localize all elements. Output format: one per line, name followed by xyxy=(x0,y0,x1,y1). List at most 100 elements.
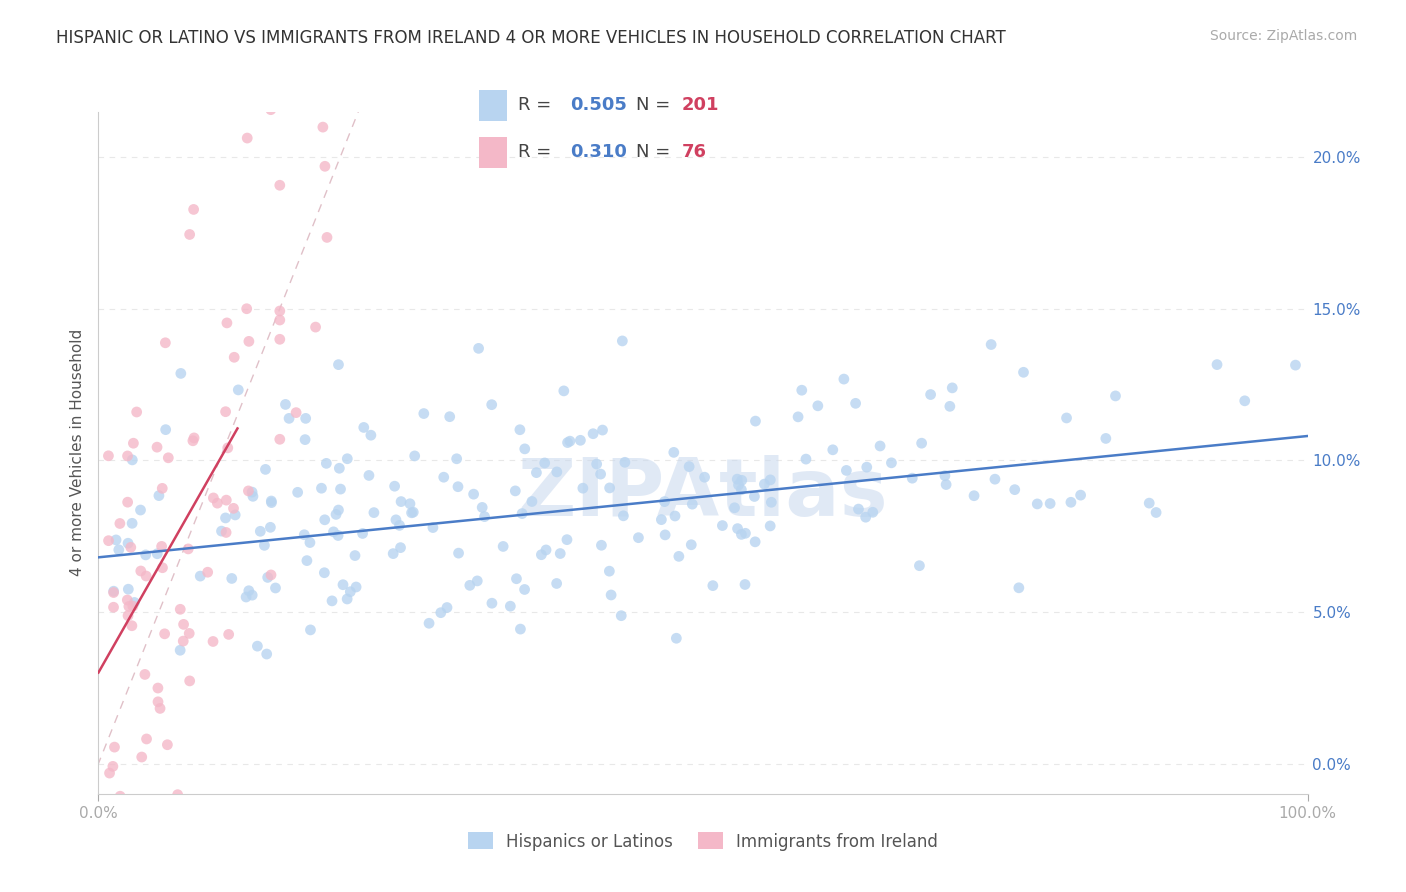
Point xyxy=(412,407,434,421)
Point xyxy=(179,673,201,688)
Point xyxy=(744,490,766,504)
Point xyxy=(509,622,531,636)
Point xyxy=(108,789,131,804)
Point xyxy=(901,471,924,485)
Point xyxy=(121,516,143,531)
Point xyxy=(727,522,749,536)
Point xyxy=(312,120,335,135)
Point xyxy=(463,487,485,501)
Point xyxy=(117,582,139,597)
Point xyxy=(855,460,877,475)
Point xyxy=(221,571,243,585)
Point xyxy=(526,466,548,480)
Point xyxy=(315,456,337,470)
Point xyxy=(314,513,336,527)
Point xyxy=(404,449,426,463)
Point xyxy=(582,426,605,441)
Point xyxy=(505,483,527,498)
Point xyxy=(222,501,245,516)
Legend: Hispanics or Latinos, Immigrants from Ireland: Hispanics or Latinos, Immigrants from Ir… xyxy=(461,826,945,857)
Point xyxy=(148,489,170,503)
Point xyxy=(294,411,316,425)
Point xyxy=(236,131,259,145)
Point xyxy=(352,526,374,541)
Text: ZIPAtlas: ZIPAtlas xyxy=(517,455,889,533)
Point xyxy=(731,473,754,487)
Point xyxy=(446,451,468,466)
Point xyxy=(821,442,844,457)
Point xyxy=(513,582,536,597)
Point xyxy=(304,320,326,334)
Text: 201: 201 xyxy=(682,96,720,114)
Point xyxy=(744,414,766,428)
Point xyxy=(474,509,496,524)
Point xyxy=(253,538,276,552)
Point xyxy=(401,506,423,520)
Point xyxy=(329,482,352,496)
Point xyxy=(555,533,578,547)
Point xyxy=(1137,496,1160,510)
Point xyxy=(328,358,350,372)
Point xyxy=(292,527,315,541)
Text: Source: ZipAtlas.com: Source: ZipAtlas.com xyxy=(1209,29,1357,43)
Point xyxy=(107,542,129,557)
Point xyxy=(613,455,636,469)
Point xyxy=(260,495,283,509)
Point xyxy=(845,396,868,410)
Point xyxy=(122,436,145,450)
Point xyxy=(129,503,152,517)
Point xyxy=(285,406,308,420)
Point xyxy=(557,435,579,450)
Point xyxy=(181,434,204,448)
Point xyxy=(920,387,942,401)
Point xyxy=(117,608,139,623)
Point xyxy=(207,496,229,510)
Point xyxy=(402,505,425,519)
Point xyxy=(97,449,120,463)
Point xyxy=(344,580,367,594)
Point xyxy=(510,507,533,521)
Point xyxy=(332,578,354,592)
Point xyxy=(711,518,734,533)
Point xyxy=(388,518,411,533)
Point xyxy=(600,588,623,602)
Point xyxy=(533,456,555,470)
Point xyxy=(269,178,291,193)
Point xyxy=(1012,365,1035,379)
Point xyxy=(150,481,173,495)
Point xyxy=(357,468,380,483)
Point xyxy=(177,541,200,556)
Text: 0.310: 0.310 xyxy=(569,144,627,161)
Point xyxy=(316,230,339,244)
Point xyxy=(569,434,592,448)
Point xyxy=(155,335,177,350)
Point xyxy=(654,528,676,542)
Point xyxy=(153,627,176,641)
Point xyxy=(436,600,458,615)
Point xyxy=(117,449,139,463)
Point xyxy=(117,495,139,509)
Point xyxy=(385,513,408,527)
Point xyxy=(179,227,201,242)
Point xyxy=(322,524,344,539)
Point xyxy=(135,731,157,746)
Point xyxy=(880,456,903,470)
Point xyxy=(422,520,444,534)
Point xyxy=(339,584,361,599)
Point xyxy=(1233,393,1256,408)
Point xyxy=(744,534,766,549)
Point xyxy=(336,591,359,606)
Point xyxy=(131,750,153,764)
Point xyxy=(246,639,269,653)
Point xyxy=(294,433,316,447)
Point xyxy=(1206,358,1229,372)
Point xyxy=(610,608,633,623)
Point xyxy=(591,538,613,552)
Point xyxy=(360,428,382,442)
Point xyxy=(654,494,676,508)
Point xyxy=(117,536,139,550)
Point xyxy=(235,301,257,316)
Point xyxy=(183,431,205,445)
Point xyxy=(1144,506,1167,520)
Point xyxy=(1284,358,1306,372)
